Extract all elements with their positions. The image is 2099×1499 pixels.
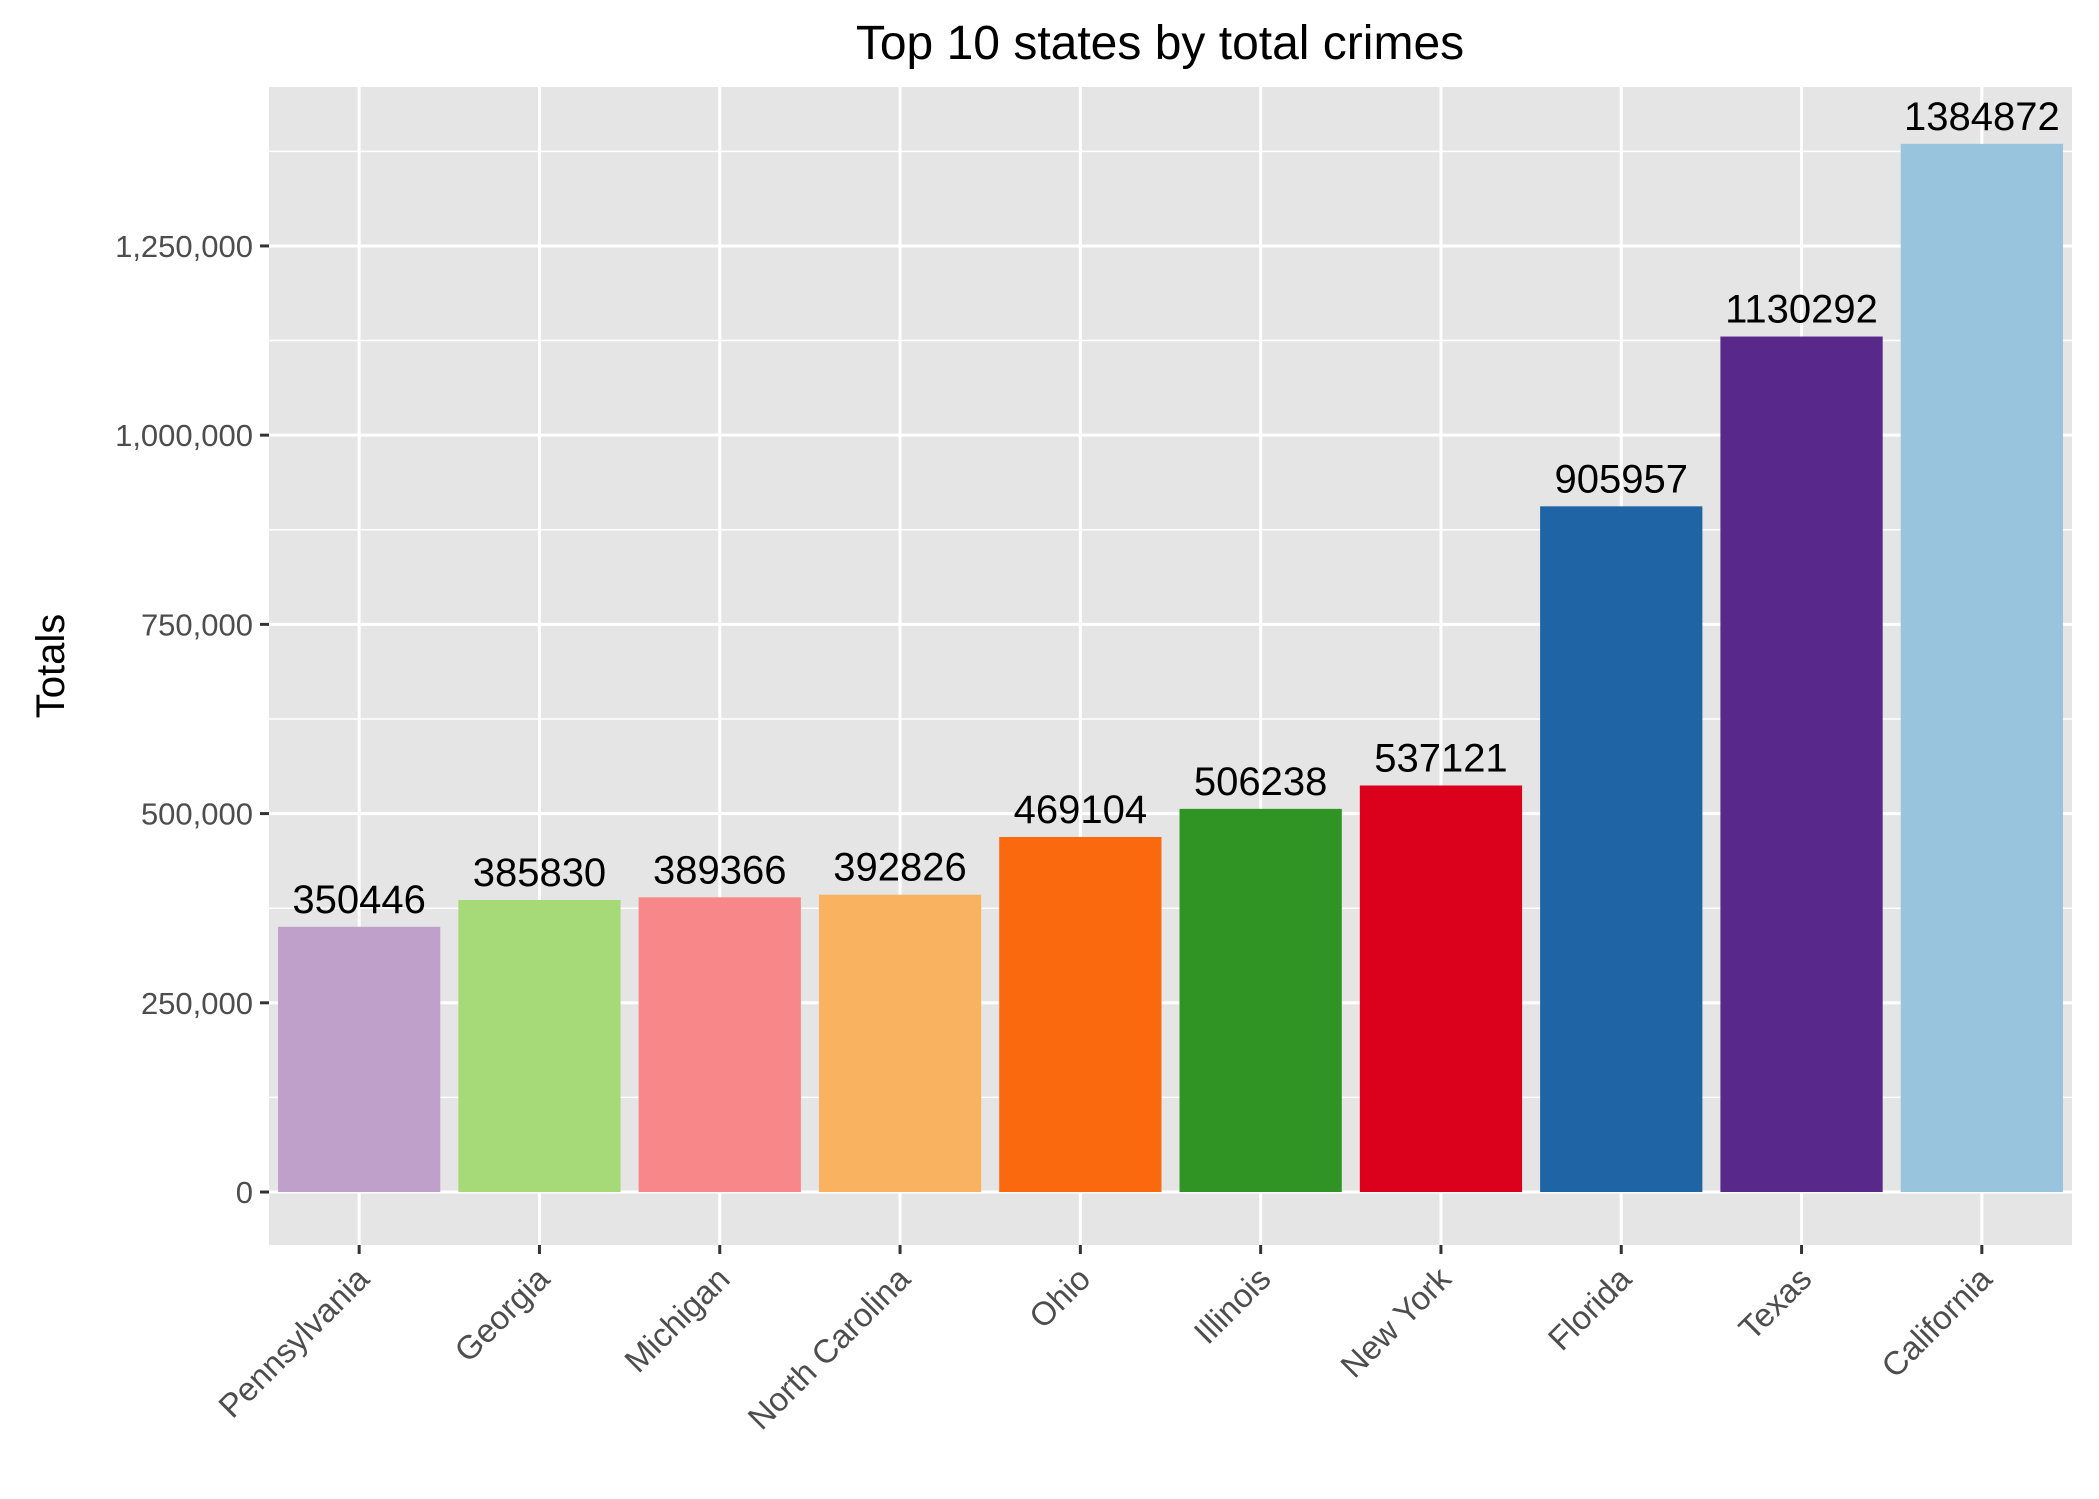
x-tick-label: North Carolina: [740, 1259, 917, 1436]
data-label: 506238: [1194, 760, 1327, 804]
data-label: 392826: [833, 846, 966, 890]
bar: [1540, 506, 1703, 1193]
x-tick-label: Georgia: [447, 1259, 557, 1369]
x-axis: Pennsylvania Georgia Michigan North Carolin…: [211, 1245, 1999, 1436]
bar: [1720, 336, 1883, 1193]
bar: [818, 894, 982, 1193]
y-tick-label: 250,000: [141, 986, 253, 1021]
x-tick-label: Pennsylvania: [211, 1259, 376, 1424]
x-tick-label: New York: [1333, 1259, 1458, 1384]
bar: [278, 926, 441, 1193]
data-label: 389366: [653, 848, 786, 892]
y-tick-label: 1,000,000: [115, 418, 253, 453]
data-label: 385830: [473, 851, 606, 895]
y-axis-title: Totals: [29, 614, 73, 719]
y-tick-label: 500,000: [141, 797, 253, 832]
data-label: 1384872: [1904, 95, 2060, 139]
bar: [1900, 143, 2063, 1193]
x-tick-label: Illinois: [1187, 1260, 1278, 1351]
y-axis: 0 250,000 500,000 750,000 1,000,000 1,250,000: [115, 229, 269, 1210]
bar: [1179, 808, 1342, 1193]
x-tick-label: California: [1874, 1259, 1999, 1384]
x-tick-label: Texas: [1731, 1260, 1818, 1347]
x-tick-label: Michigan: [617, 1260, 737, 1380]
data-label: 350446: [292, 878, 425, 922]
data-label: 537121: [1374, 736, 1507, 780]
bars-group: [278, 143, 2063, 1193]
data-label: 469104: [1014, 788, 1147, 832]
bar: [638, 897, 801, 1193]
bar: [999, 836, 1162, 1193]
x-tick-label: Ohio: [1022, 1260, 1097, 1335]
y-tick-label: 0: [236, 1175, 253, 1210]
bar: [458, 899, 621, 1193]
x-tick-label: Florida: [1541, 1259, 1639, 1357]
y-tick-label: 750,000: [141, 607, 253, 642]
data-label: 905957: [1555, 457, 1688, 501]
bar: [1359, 785, 1523, 1193]
data-label: 1130292: [1725, 288, 1878, 332]
y-tick-label: 1,250,000: [115, 229, 253, 264]
chart-title: Top 10 states by total crimes: [856, 17, 1464, 70]
data-labels-group: 350446 385830 389366 392826 469104 506238 5371…: [292, 95, 2059, 922]
